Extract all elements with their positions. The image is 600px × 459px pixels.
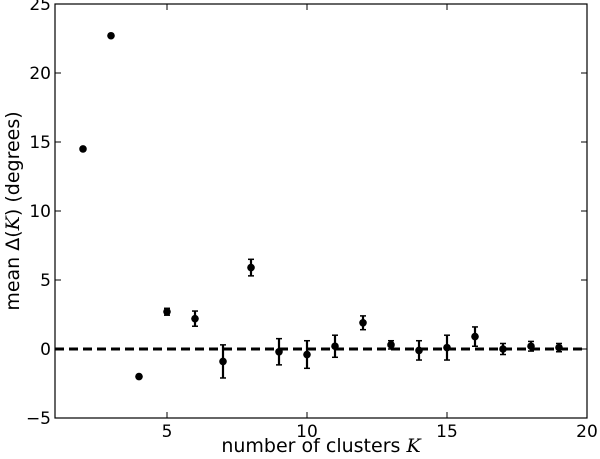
data-point <box>135 372 143 381</box>
data-point <box>247 258 255 277</box>
x-axis-label: number of clusters K <box>221 435 422 457</box>
point-marker <box>359 318 367 327</box>
data-point <box>527 340 535 352</box>
data-point <box>191 310 199 327</box>
point-marker <box>219 357 227 366</box>
data-point <box>163 307 171 316</box>
point-marker <box>79 145 87 153</box>
y-axis-label-var: K <box>2 214 24 231</box>
point-marker <box>555 343 563 352</box>
x-axis-label-var: K <box>405 435 422 457</box>
plot-frame <box>54 3 588 419</box>
y-tick-label: −5 <box>26 409 51 429</box>
point-marker <box>527 342 535 351</box>
y-tick-label: 10 <box>29 202 51 222</box>
x-tick-label: 5 <box>162 422 173 442</box>
y-tick-label: 5 <box>40 271 51 291</box>
point-marker <box>387 341 395 349</box>
data-point <box>415 339 423 361</box>
data-point <box>219 344 227 379</box>
data-point <box>79 145 87 153</box>
data-point <box>303 339 311 370</box>
data-point <box>471 326 479 347</box>
y-tick-label: 0 <box>40 340 51 360</box>
point-marker <box>107 31 115 40</box>
x-tick-label: 15 <box>436 422 458 442</box>
point-marker <box>275 347 283 356</box>
data-point <box>275 337 283 366</box>
data-point <box>331 334 339 359</box>
data-point <box>555 342 563 353</box>
point-marker <box>303 350 311 359</box>
point-marker <box>331 342 339 351</box>
data-point <box>359 315 367 331</box>
y-tick-label: 25 <box>29 0 51 15</box>
point-marker <box>163 307 171 316</box>
point-marker <box>135 372 143 381</box>
data-point <box>387 339 395 350</box>
data-point <box>499 342 507 356</box>
y-axis-label-prefix: mean Δ( <box>2 230 24 310</box>
y-axis-label-suffix: ) (degrees) <box>2 111 24 216</box>
point-marker <box>443 343 451 352</box>
y-axis-label: mean Δ(K) (degrees) <box>2 111 24 310</box>
point-marker <box>191 314 199 323</box>
point-marker <box>247 263 255 272</box>
point-marker <box>415 346 423 355</box>
y-tick-label: 20 <box>29 64 51 84</box>
point-marker <box>471 332 479 341</box>
y-tick-label: 15 <box>29 133 51 153</box>
x-axis-label-text: number of clusters <box>221 435 406 457</box>
x-tick-label: 20 <box>576 422 598 442</box>
x-tick-label: 10 <box>296 422 318 442</box>
point-marker <box>499 345 507 353</box>
data-point <box>443 334 451 361</box>
data-point <box>107 31 115 40</box>
